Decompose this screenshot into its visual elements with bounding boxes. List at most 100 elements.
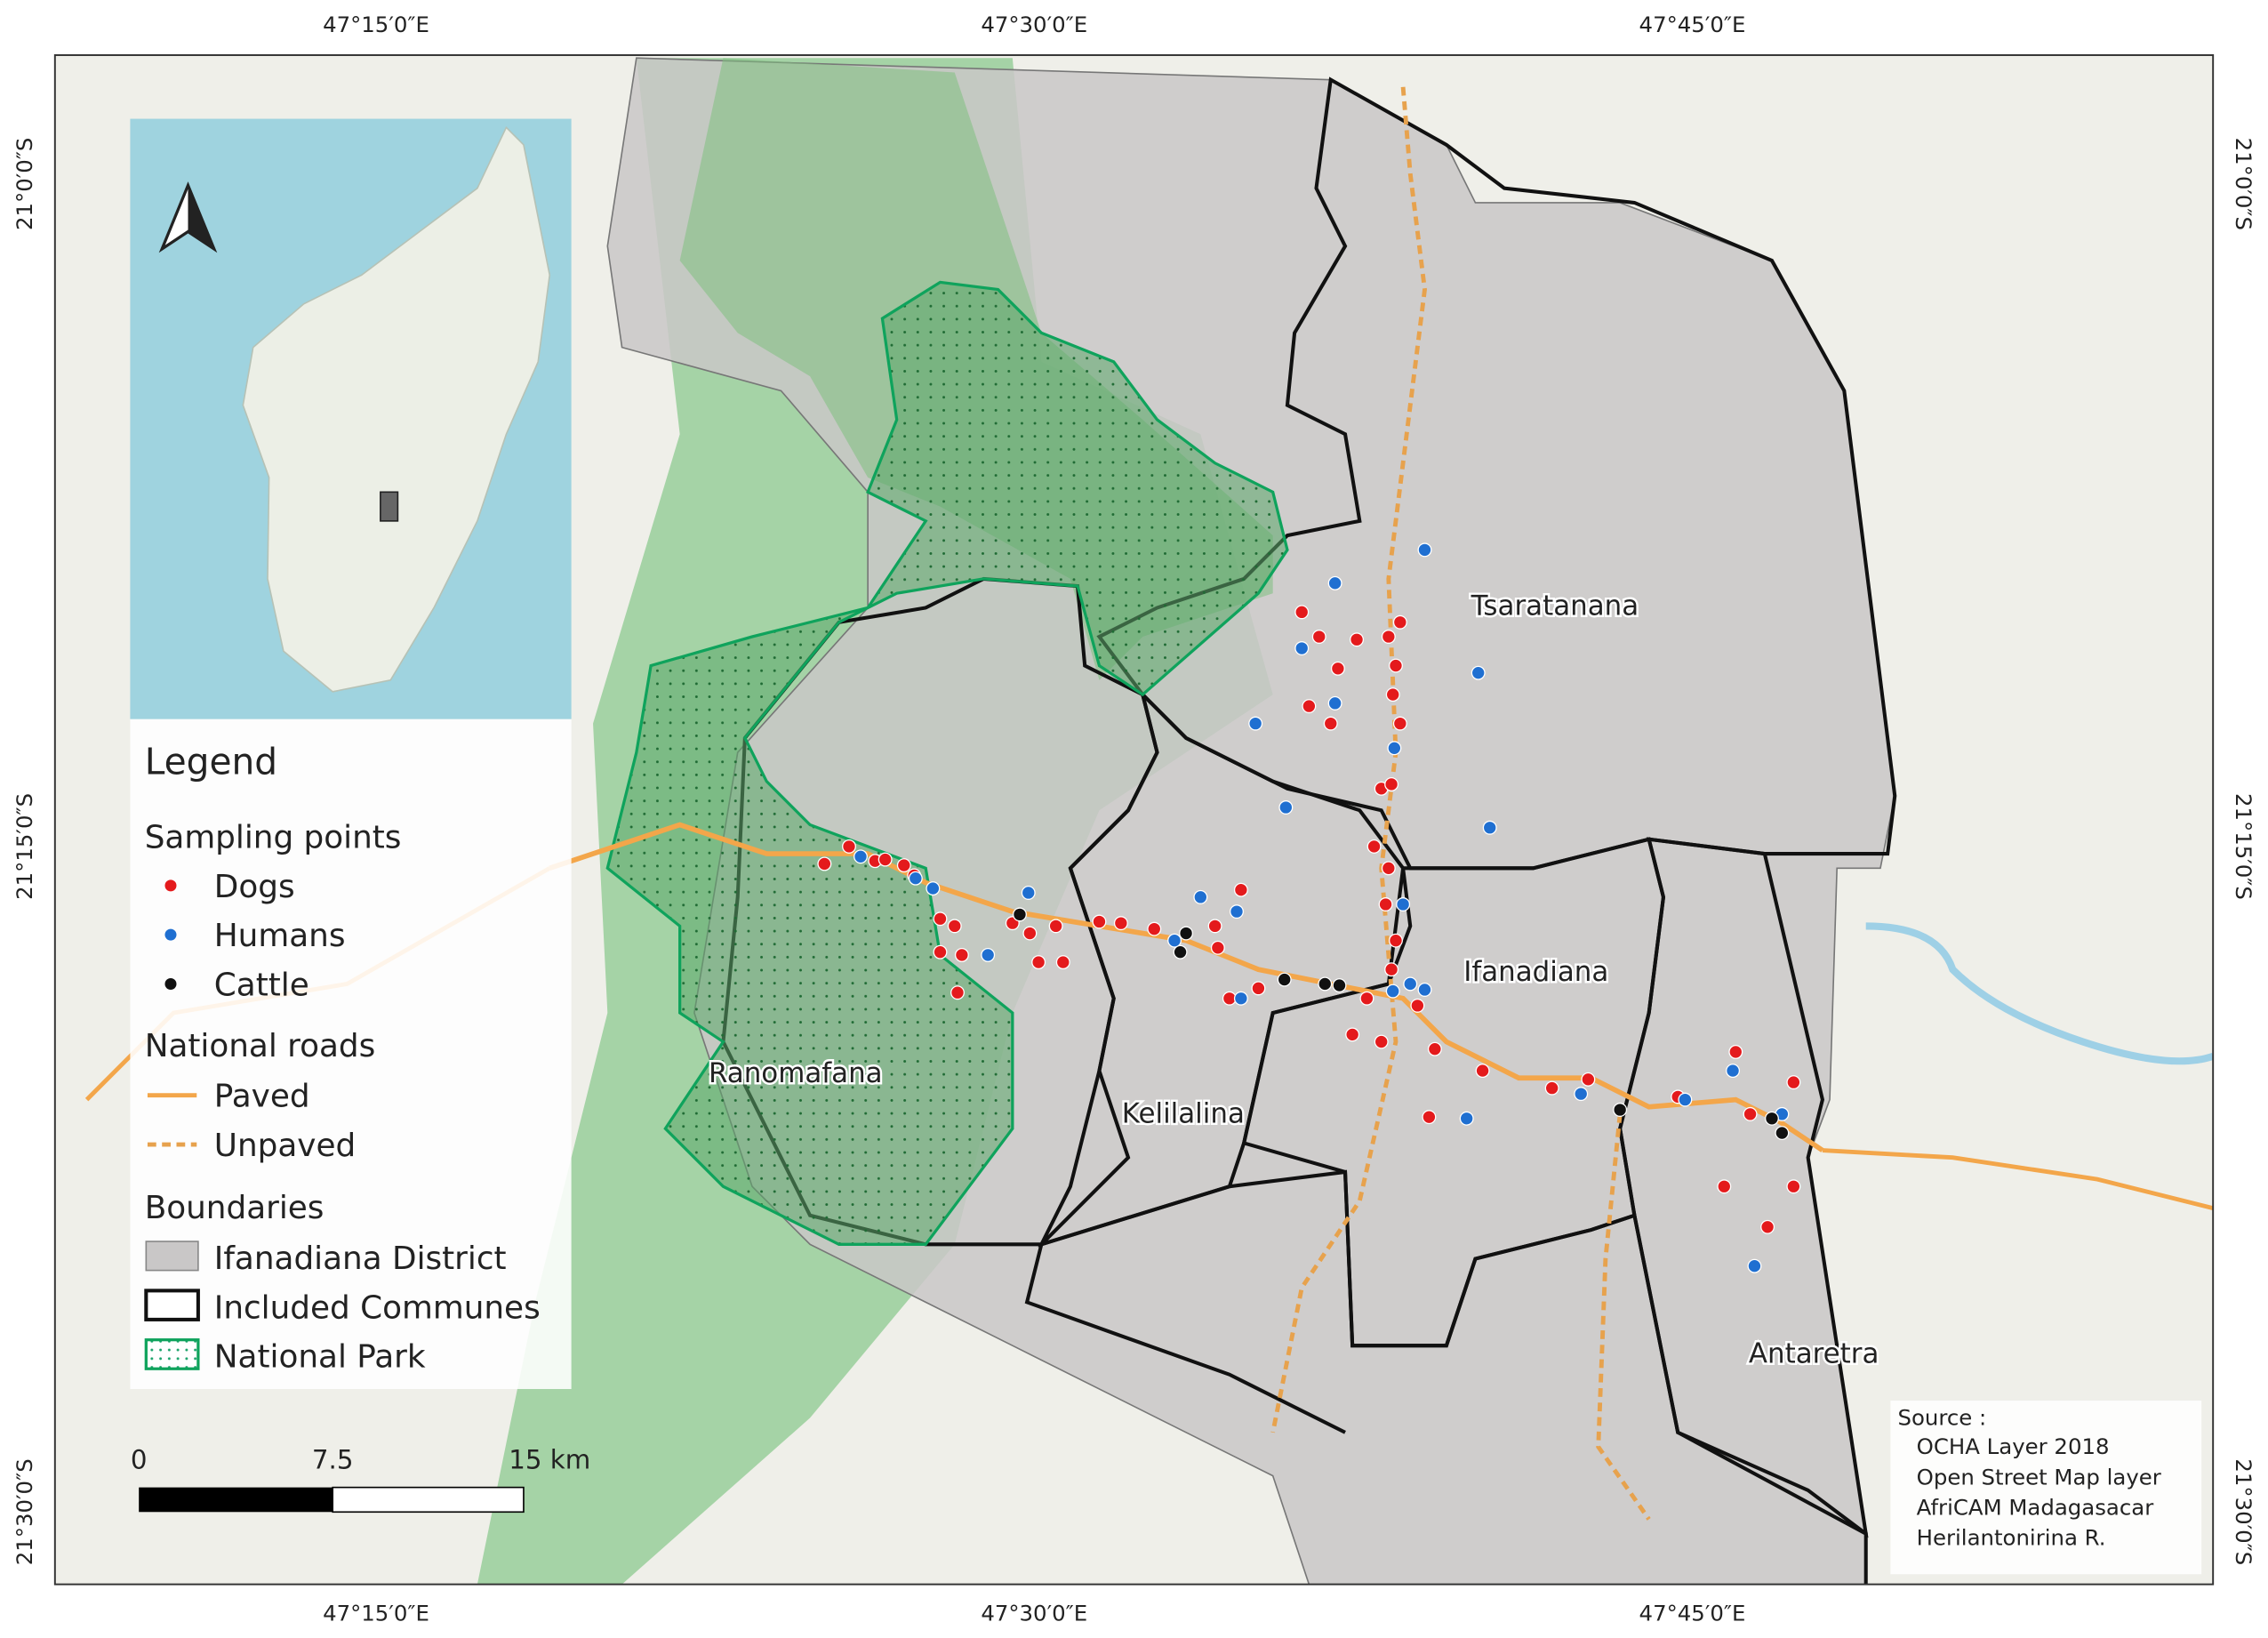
human-point: [1327, 695, 1342, 711]
dog-point: [1302, 699, 1317, 714]
legend-park-symbol: [144, 1338, 200, 1370]
human-point: [981, 947, 996, 962]
legend-item: Humans: [214, 918, 346, 954]
cattle-point: [1318, 976, 1333, 992]
legend-human-symbol: [164, 928, 177, 941]
paved-road: [549, 822, 1824, 1152]
human-point: [1459, 1111, 1474, 1126]
dog-point: [1381, 861, 1396, 876]
source-line: Herilantonirina R.: [1917, 1525, 2106, 1551]
dog-point: [1311, 630, 1326, 644]
human-point: [1387, 741, 1402, 756]
dog-point: [1743, 1106, 1758, 1121]
dog-point: [954, 947, 969, 962]
dog-point: [878, 852, 893, 867]
dog-point: [1055, 955, 1070, 970]
dog-point: [1092, 914, 1107, 929]
source-line: AfriCAM Madagasacar: [1917, 1495, 2155, 1521]
legend-heading: Sampling points: [145, 820, 402, 856]
human-point: [1726, 1064, 1741, 1079]
legend-title: Legend: [145, 741, 277, 783]
human-point: [1482, 820, 1497, 835]
human-point: [1417, 542, 1432, 558]
place-label: Ranomafana: [709, 1057, 883, 1089]
legend: [130, 719, 572, 1390]
human-point: [1233, 991, 1248, 1006]
dog-point: [1392, 716, 1407, 731]
scale-bar-black: [139, 1487, 333, 1513]
human-point: [1747, 1258, 1762, 1273]
scale-label: 0: [131, 1444, 148, 1474]
human-point: [1574, 1087, 1589, 1102]
frame-label: 47°15′0″E: [323, 12, 429, 37]
dog-point: [896, 858, 911, 873]
human-point: [1327, 575, 1342, 590]
human-point: [1278, 800, 1294, 815]
dog-point: [1345, 1027, 1360, 1042]
dog-point: [1381, 630, 1396, 644]
dog-point: [1251, 981, 1266, 996]
legend-item: Dogs: [214, 869, 295, 905]
dog-point: [1366, 839, 1382, 854]
human-point: [1021, 886, 1036, 900]
map-frame: [53, 54, 2215, 1586]
dog-point: [1410, 998, 1425, 1013]
place-label: Ifanadiana: [1463, 956, 1608, 988]
unpaved-road-east: [1596, 1113, 1651, 1521]
human-point: [908, 871, 923, 886]
legend-district-symbol: [145, 1241, 199, 1272]
dog-point: [1728, 1044, 1743, 1059]
dog-point: [1207, 919, 1222, 934]
human-point: [1294, 641, 1310, 655]
legend-item: Unpaved: [214, 1128, 356, 1164]
dog-point: [947, 919, 962, 934]
dog-point: [817, 856, 832, 871]
dog-point: [1374, 1034, 1389, 1049]
source-title: Source :: [1898, 1405, 1987, 1431]
place-label: Kelilalina: [1122, 1098, 1245, 1130]
dog-point: [1113, 916, 1128, 931]
source-line: Open Street Map layer: [1917, 1464, 2162, 1489]
dog-point: [933, 911, 948, 927]
source-box: [1890, 1401, 2202, 1575]
legend-heading: Boundaries: [145, 1190, 325, 1226]
human-point: [1678, 1092, 1693, 1107]
dog-point: [1323, 716, 1338, 731]
inset-island: [242, 125, 551, 693]
dog-point: [1475, 1064, 1490, 1079]
dog-point: [1048, 919, 1063, 934]
legend-dog-symbol: [164, 879, 177, 892]
dog-point: [1384, 962, 1399, 977]
dog-point: [1233, 882, 1248, 897]
human-point: [1248, 716, 1263, 731]
inset-district: [380, 491, 399, 522]
human-point: [1385, 984, 1400, 999]
dog-point: [1022, 926, 1038, 941]
dog-point: [1388, 658, 1403, 673]
cattle-point: [1775, 1126, 1790, 1141]
frame-label: 21°30′0″S: [2231, 1458, 2256, 1565]
place-label: Tsaratanana: [1471, 590, 1639, 622]
national-park: [605, 280, 1289, 1246]
river: [1865, 922, 2214, 1065]
legend-item: Included Communes: [214, 1289, 541, 1326]
human-point: [1417, 983, 1432, 997]
dog-point: [1147, 921, 1162, 936]
legend-item: Ifanadiana District: [214, 1241, 507, 1277]
frame-label: 47°30′0″E: [981, 1600, 1087, 1626]
frame-label: 21°30′0″S: [12, 1458, 37, 1565]
frame-label: 21°15′0″S: [12, 793, 37, 900]
legend-cattle-symbol: [164, 977, 177, 990]
human-point: [1403, 976, 1418, 992]
dog-point: [1392, 614, 1407, 630]
cattle-point: [1613, 1103, 1628, 1117]
cattle-point: [1332, 978, 1347, 993]
scale-bar-white: [332, 1486, 525, 1514]
dog-point: [1385, 687, 1400, 703]
road-east: [1822, 1148, 2214, 1211]
sampling-points: [817, 542, 1801, 1273]
frame-label: 21°0′0″S: [12, 138, 37, 230]
dog-point: [1717, 1179, 1732, 1194]
dog-point: [1786, 1179, 1801, 1194]
dog-point: [1378, 897, 1393, 911]
